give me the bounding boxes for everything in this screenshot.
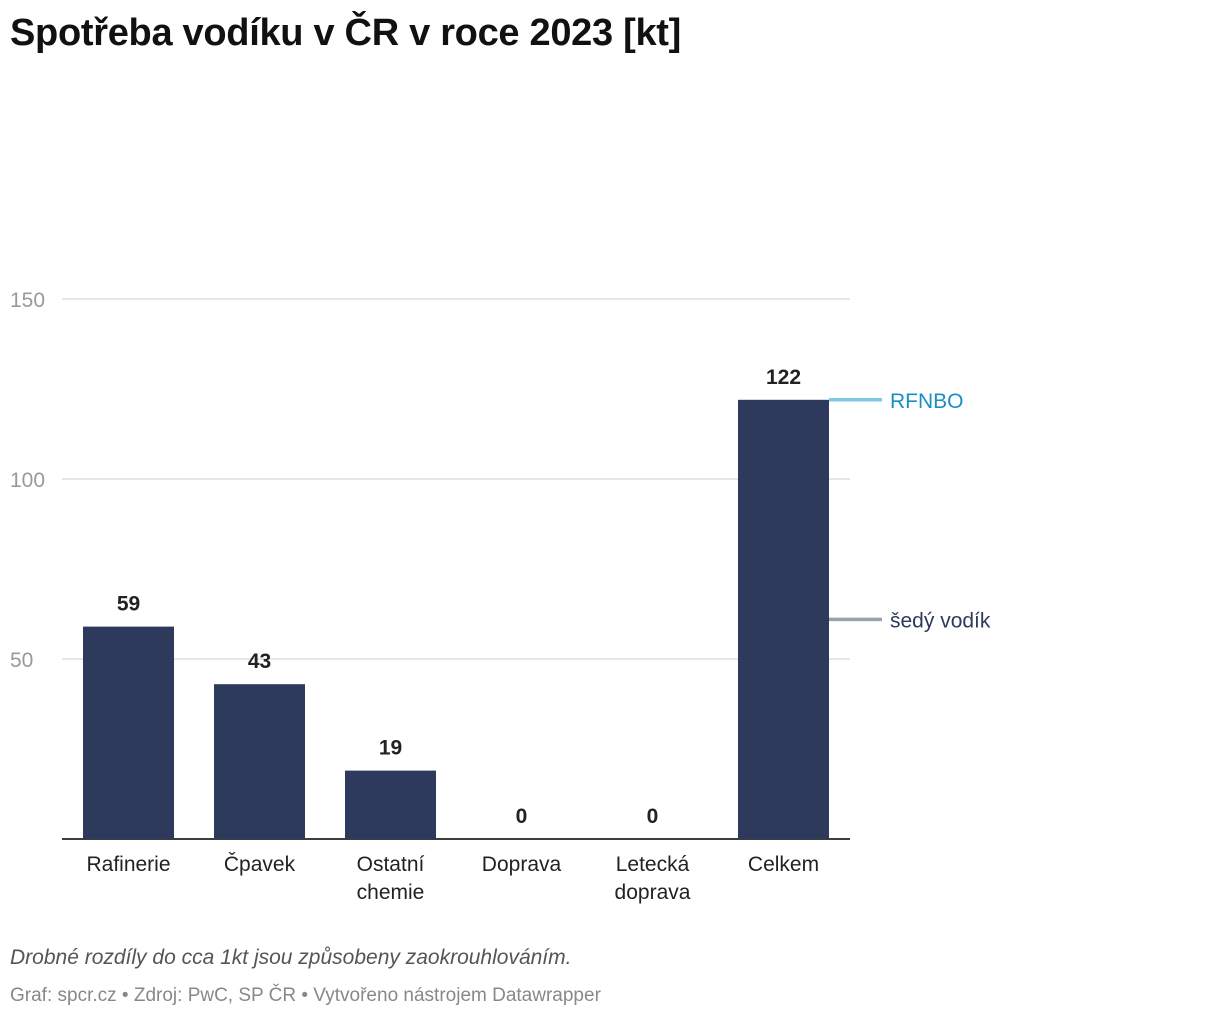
chart-source: Graf: spcr.cz • Zdroj: PwC, SP ČR • Vytv…	[10, 985, 601, 1006]
category-label: chemie	[357, 881, 425, 904]
chart-note: Drobné rozdíly do cca 1kt jsou způsobeny…	[10, 946, 572, 969]
category-label: Ostatní	[357, 853, 425, 876]
bar-value-label: 19	[379, 737, 402, 760]
bar	[345, 770, 436, 839]
category-label: doprava	[615, 881, 691, 904]
annotation-label: RFNBO	[890, 390, 964, 413]
bar-value-label: 43	[248, 650, 271, 673]
category-label: Letecká	[616, 853, 690, 876]
chart-title: Spotřeba vodíku v ČR v roce 2023 [kt]	[10, 12, 682, 54]
bar	[214, 684, 305, 839]
annotation-label: šedý vodík	[890, 609, 991, 632]
y-tick-label: 100	[10, 469, 45, 492]
grid-lines: 50 100 150	[10, 289, 850, 840]
y-tick-label: 50	[10, 649, 33, 672]
value-labels: 59 43 19 0 0 122	[117, 366, 801, 828]
bar	[738, 399, 829, 839]
bars	[83, 399, 829, 839]
annotations: RFNBO šedý vodík	[829, 390, 991, 632]
category-label: Celkem	[748, 853, 819, 876]
y-tick-label: 150	[10, 289, 45, 312]
bar-chart: 50 100 150 59 43 19 0 0 122 Rafinerie Čpavek Osta…	[10, 289, 991, 904]
bar-value-label: 0	[516, 805, 528, 828]
bar-value-label: 0	[647, 805, 659, 828]
bar-value-label: 59	[117, 593, 140, 616]
bar-value-label: 122	[766, 366, 801, 389]
category-label: Doprava	[482, 853, 562, 876]
category-label: Rafinerie	[86, 853, 170, 876]
bar	[83, 626, 174, 839]
category-labels: Rafinerie Čpavek Ostatní chemie Doprava Letec…	[86, 853, 819, 904]
category-label: Čpavek	[224, 853, 296, 876]
